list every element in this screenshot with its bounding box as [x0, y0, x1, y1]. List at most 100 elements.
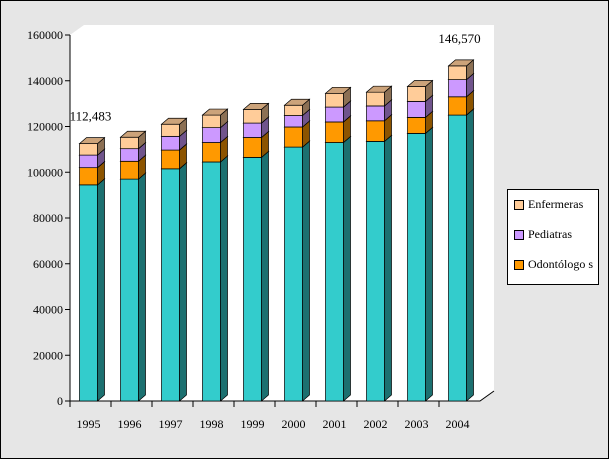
legend-label-odontologos: Odontólogo s — [528, 257, 594, 271]
bar-segment-front — [161, 168, 180, 402]
bar-segment-front — [448, 65, 467, 80]
y-tick-label: 60000 — [33, 257, 63, 271]
bar-segment-front — [407, 100, 426, 118]
bar-segment — [119, 172, 147, 402]
x-tick-label: 2000 — [282, 417, 306, 431]
bar-segment — [324, 135, 352, 402]
y-tick-label: 0 — [57, 394, 63, 408]
bar-segment-front — [448, 79, 467, 98]
x-tick-label: 2002 — [364, 417, 388, 431]
bar-segment-top — [365, 85, 393, 93]
bar-segment-front — [366, 141, 385, 402]
legend-item-pediatras: Pediatras — [514, 226, 598, 242]
bar-segment-top — [447, 59, 475, 67]
x-tick-label: 1997 — [159, 417, 183, 431]
bar-segment-front — [448, 96, 467, 116]
bar-segment-top — [78, 137, 106, 145]
bar-segment-top — [242, 102, 270, 110]
bar-segment-side — [220, 155, 228, 402]
bar-segment-front — [202, 142, 221, 163]
bar-segment-front — [79, 154, 98, 169]
bar-segment-front — [284, 126, 303, 148]
bar-segment-front — [284, 104, 303, 116]
y-tick-label: 100000 — [27, 165, 63, 179]
bar-segment-front — [79, 167, 98, 186]
legend-swatch-odontologos — [514, 260, 524, 270]
legend-item-enfermeras: Enfermeras — [514, 196, 598, 212]
y-tick-label: 120000 — [27, 120, 63, 134]
bar-segment-side — [425, 126, 433, 402]
bar-segment-front — [325, 121, 344, 143]
bar-segment-side — [466, 108, 474, 402]
bar-segment — [324, 86, 352, 108]
legend-label-pediatras: Pediatras — [528, 227, 572, 241]
x-tick-label: 1998 — [200, 417, 224, 431]
bar-segment-front — [161, 149, 180, 170]
x-tick-label: 2004 — [446, 417, 470, 431]
bar-segment — [119, 130, 147, 150]
bar-segment-top — [201, 108, 229, 116]
bar-segment-front — [161, 123, 180, 137]
legend-swatch-enfermeras — [514, 200, 524, 210]
bar-segment-front — [366, 105, 385, 122]
x-tick-label: 1996 — [118, 417, 142, 431]
bar-segment — [201, 108, 229, 129]
bar-segment-top — [160, 117, 188, 125]
bar-segment-side — [302, 140, 310, 402]
y-tick-label: 160000 — [27, 28, 63, 42]
bar-segment-top — [406, 80, 434, 87]
bar-segment-side — [261, 150, 269, 402]
bar-segment-front — [407, 133, 426, 402]
bar-segment-front — [325, 92, 344, 108]
bar-segment — [160, 162, 188, 402]
bar-segment-front — [120, 178, 139, 402]
bar-segment-front — [366, 120, 385, 142]
bar-segment-top — [324, 86, 352, 94]
bar-segment-front — [243, 122, 262, 138]
bar-segment — [201, 155, 229, 402]
legend-swatch-pediatras — [514, 230, 524, 240]
bar-segment — [365, 134, 393, 402]
bar-segment — [78, 178, 106, 402]
bar-segment-front — [325, 142, 344, 402]
bar-segment — [242, 150, 270, 402]
bar-segment — [365, 85, 393, 107]
bar-segment — [406, 126, 434, 402]
y-tick-label: 40000 — [33, 303, 63, 317]
bar-segment-front — [243, 137, 262, 158]
bar-segment-side — [343, 135, 351, 402]
bar-segment-front — [161, 135, 180, 151]
legend-item-odontologos: Odontólogo s — [514, 256, 598, 272]
x-tick-label: 2003 — [405, 417, 429, 431]
bar-segment-front — [407, 86, 426, 102]
bar-segment — [78, 136, 106, 156]
x-tick-label: 1995 — [77, 417, 101, 431]
bar-segment-front — [202, 161, 221, 402]
legend-label-enfermeras: Enfermeras — [528, 197, 584, 211]
bar-segment-front — [243, 108, 262, 124]
bar-segment-front — [407, 116, 426, 134]
bar-segment — [283, 140, 311, 402]
bar-segment-front — [202, 127, 221, 143]
bar-segment-top — [119, 130, 147, 138]
bar-segment-front — [79, 143, 98, 156]
bar-segment-front — [366, 91, 385, 107]
bar-segment — [283, 98, 311, 117]
y-tick-label: 140000 — [27, 74, 63, 88]
bar-segment-front — [448, 114, 467, 402]
bar-segment — [160, 117, 188, 138]
y-tick-label: 20000 — [33, 348, 63, 362]
bar-segment-side — [384, 134, 392, 402]
bar-segment-front — [284, 146, 303, 402]
bar-segment — [447, 108, 475, 402]
bar-segment-front — [120, 136, 139, 150]
data-label: 146,570 — [438, 31, 480, 46]
bar-segment-front — [202, 114, 221, 128]
bar-segment — [242, 102, 270, 124]
bar-segment-side — [179, 162, 187, 402]
bar-segment-side — [138, 172, 146, 402]
bar-segment-side — [97, 178, 105, 402]
bar-segment-top — [283, 98, 311, 106]
data-label: 112,483 — [70, 109, 112, 124]
